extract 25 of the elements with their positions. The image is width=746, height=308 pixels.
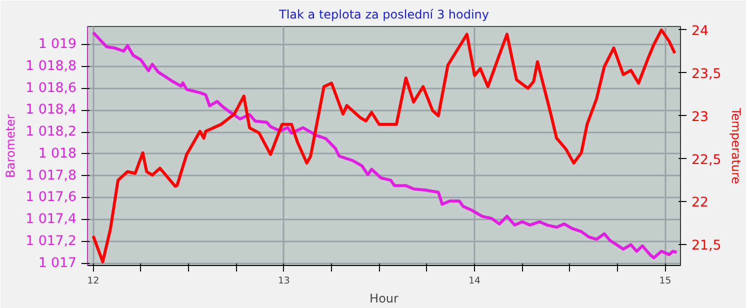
y-tick-label: 1 017,2: [26, 234, 77, 249]
x-axis-title: Hour: [370, 292, 399, 306]
y-tick-label: 1 018,8: [26, 58, 77, 74]
x-tick-label: 15: [659, 276, 672, 286]
chart-title: Tlak a teplota za poslední 3 hodiny: [278, 8, 490, 22]
y-tick-label: 1 018,4: [26, 102, 77, 118]
y-tick-label: 1 017,8: [26, 168, 77, 184]
x-tick-label: 13: [278, 276, 290, 286]
y-tick-label: 1 017: [38, 256, 76, 271]
y2-tick-label: 21,5: [692, 238, 722, 254]
y2-tick-label: 23: [692, 110, 708, 125]
y-tick-label: 1 019: [38, 37, 76, 52]
y-tick-label: 1 017,4: [26, 212, 77, 228]
y-tick-label: 1 018,6: [26, 80, 77, 96]
y2-tick-label: 24: [692, 24, 708, 39]
x-tick-label: 14: [468, 276, 481, 286]
y-tick-label: 1 017,6: [26, 190, 77, 206]
y-tick-label: 1 018,2: [26, 124, 77, 140]
y2-tick-label: 23,5: [692, 66, 722, 82]
x-tick-label: 12: [87, 276, 100, 286]
y2-tick-label: 22,5: [692, 152, 722, 168]
y-axis-title: Barometer: [4, 114, 18, 178]
y2-tick-label: 22: [692, 196, 708, 211]
y2-axis-title: Temperature: [729, 106, 744, 184]
y-tick-label: 1 018: [38, 146, 76, 162]
